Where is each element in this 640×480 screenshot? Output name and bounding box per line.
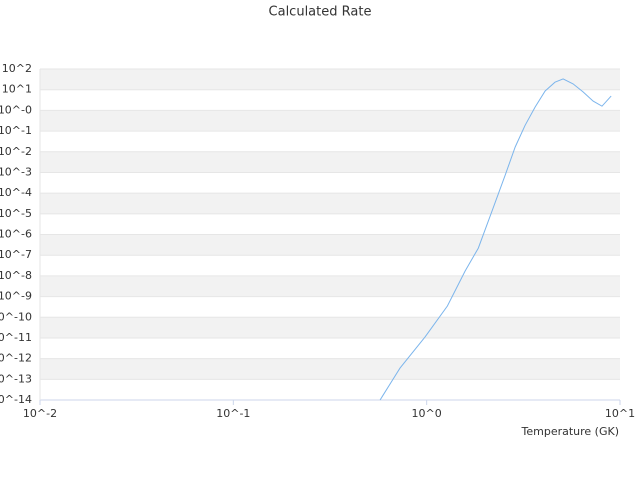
plot-band	[40, 69, 620, 90]
plot-band	[40, 193, 620, 214]
plot-band	[40, 275, 620, 297]
chart-title: Calculated Rate	[269, 5, 372, 20]
y-tick-label: 10^-9	[0, 290, 32, 303]
data-line	[379, 78, 612, 401]
y-tick-label: 10^-5	[0, 207, 32, 220]
y-tick-label: 10^2	[2, 62, 32, 75]
x-axis-title: Temperature (GK)	[521, 425, 620, 438]
x-tick-label: 10^-2	[23, 407, 57, 420]
x-tick-label: 10^-1	[216, 407, 250, 420]
plot-band	[40, 317, 620, 338]
plot-band	[40, 151, 620, 173]
y-tick-label: 10^-12	[0, 352, 32, 365]
y-tick-label: 10^-13	[0, 372, 32, 385]
y-tick-label: 10^-3	[0, 165, 32, 178]
y-tick-label: 10^-10	[0, 310, 32, 323]
y-tick-label: 10^-11	[0, 331, 32, 344]
y-tick-label: 10^-14	[0, 393, 32, 406]
y-tick-label: 10^-8	[0, 269, 32, 282]
y-tick-label: 10^-6	[0, 228, 32, 241]
plot-band	[40, 110, 620, 132]
y-tick-label: 10^-2	[0, 145, 32, 158]
x-tick-label: 10^0	[412, 407, 442, 420]
plot-band	[40, 234, 620, 256]
x-tick-label: 10^1	[605, 407, 635, 420]
y-tick-label: 10^-1	[0, 124, 32, 137]
y-tick-label: 10^-7	[0, 248, 32, 261]
y-tick-label: 10^-0	[0, 103, 32, 116]
y-tick-label: 10^-4	[0, 186, 32, 199]
plot-band	[40, 358, 620, 380]
y-tick-label: 10^1	[2, 83, 32, 96]
